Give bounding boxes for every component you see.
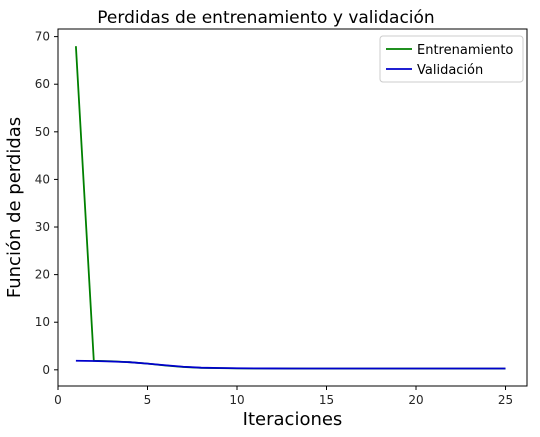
y-tick-label: 10 [35, 315, 50, 329]
chart-title: Perdidas de entrenamiento y validación [97, 8, 434, 28]
axis-ticks: 0 5 10 15 20 25 0 10 20 30 40 50 60 70 [35, 30, 513, 407]
legend-box [379, 35, 524, 83]
x-axis-title: Iteraciones [243, 409, 343, 430]
x-tick-label: 10 [229, 393, 244, 407]
x-tick-label: 5 [144, 393, 152, 407]
x-tick-label: 20 [408, 393, 423, 407]
y-tick-label: 30 [35, 220, 50, 234]
legend-label: Validación [417, 63, 483, 78]
legend: Entrenamiento Validación [379, 35, 524, 83]
x-tick-label: 0 [54, 393, 62, 407]
y-tick-label: 60 [35, 77, 50, 91]
x-tick-label: 15 [319, 393, 334, 407]
y-tick-label: 70 [35, 30, 50, 44]
y-tick-label: 0 [42, 363, 50, 377]
y-axis-title: Función de perdidas [4, 117, 25, 298]
y-tick-label: 50 [35, 125, 50, 139]
y-tick-label: 40 [35, 172, 50, 186]
x-tick-label: 25 [498, 393, 513, 407]
series-lines [75, 46, 506, 370]
series-line-validacion [75, 359, 506, 370]
series-line-entrenamiento [75, 46, 506, 370]
legend-label: Entrenamiento [417, 43, 513, 58]
plot-frame [57, 28, 528, 387]
y-tick-label: 20 [35, 268, 50, 282]
